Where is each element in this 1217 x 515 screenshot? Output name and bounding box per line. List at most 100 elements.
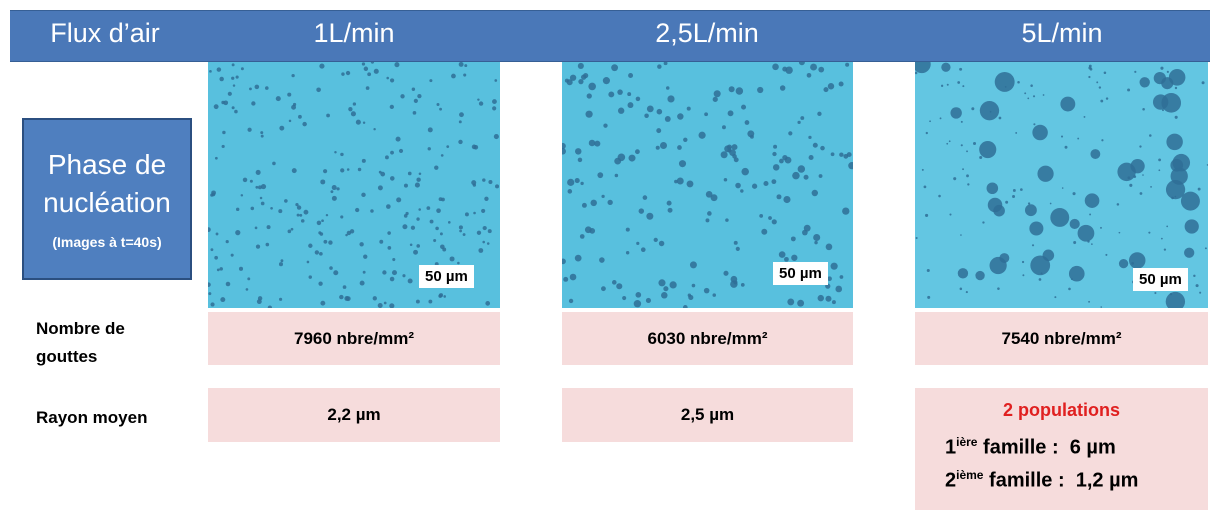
droplet [231,76,235,80]
droplet [599,257,605,263]
droplet [259,196,263,200]
droplet [386,76,390,80]
column-header: 5L/min [1021,18,1103,48]
droplet [222,130,226,135]
droplet [341,72,345,76]
droplet [1061,187,1064,189]
droplet [960,234,962,236]
droplet [319,63,325,69]
droplet [296,213,300,217]
droplet [333,270,339,276]
scale-label: 50 µm [1133,268,1188,291]
droplet [926,268,930,273]
droplet [806,72,812,78]
droplet [1031,244,1035,247]
droplet [329,266,333,270]
droplet [292,102,297,107]
droplet [1005,200,1009,204]
droplet [957,81,961,84]
droplet [359,242,364,247]
droplet [457,261,460,265]
droplet [797,120,801,125]
droplet [915,71,918,75]
droplet [938,194,941,198]
droplet [567,178,575,186]
droplet [940,84,944,87]
droplet [275,96,281,102]
droplet [1180,191,1200,211]
droplet [1118,231,1121,234]
droplet [975,270,985,281]
droplet [688,294,694,301]
droplet [614,173,619,178]
droplet [280,259,284,263]
droplet [663,286,669,292]
droplet [418,208,421,211]
droplet [628,73,634,78]
droplet [323,169,328,174]
droplet [608,91,615,98]
droplet [318,231,322,235]
droplet [798,62,805,66]
droplet [240,67,244,71]
droplet [686,180,694,188]
droplet [291,168,297,174]
droplet [723,177,728,182]
droplet [1077,137,1080,140]
droplet [482,225,487,231]
droplet [260,183,267,190]
droplet [291,73,295,78]
droplet [484,196,489,201]
droplet [340,215,344,219]
droplet [1069,218,1080,230]
droplet [487,229,492,234]
droplet [929,120,931,123]
droplet [494,79,498,82]
droplet [773,144,778,149]
droplet [319,251,323,256]
droplet [677,113,684,120]
droplet [235,75,239,79]
droplet [594,140,601,147]
droplet [1077,224,1095,242]
droplet [727,110,734,117]
droplet [493,133,499,140]
droplet [459,112,464,118]
droplet [562,147,566,155]
droplet [379,239,384,244]
population-text: famille : 1,2 µm [989,469,1139,492]
droplet [1160,237,1163,240]
droplet [1168,69,1186,86]
droplet [414,182,420,188]
droplet [703,287,710,294]
droplet [377,185,383,191]
droplet [290,227,294,231]
droplet [416,177,421,182]
droplet [1073,241,1077,245]
droplet [1165,291,1186,308]
population-sup: ième [956,467,984,482]
droplet [403,183,408,188]
droplet [633,299,642,308]
droplet [723,270,729,276]
droplet [810,63,818,71]
droplet [784,256,789,262]
droplet [1201,81,1205,85]
droplet [998,116,1002,120]
droplet [1139,77,1150,88]
droplet [925,213,929,217]
droplet [735,182,741,189]
droplet [407,278,413,284]
droplet [427,147,431,151]
droplet [255,244,261,249]
droplet [657,64,662,69]
droplet [240,194,244,197]
droplet [676,177,684,185]
droplet [225,281,231,287]
droplet [567,189,573,194]
droplet [272,161,276,166]
header-bar [10,10,1210,62]
droplet [779,158,784,164]
droplet [603,123,608,128]
droplet [1128,252,1146,269]
